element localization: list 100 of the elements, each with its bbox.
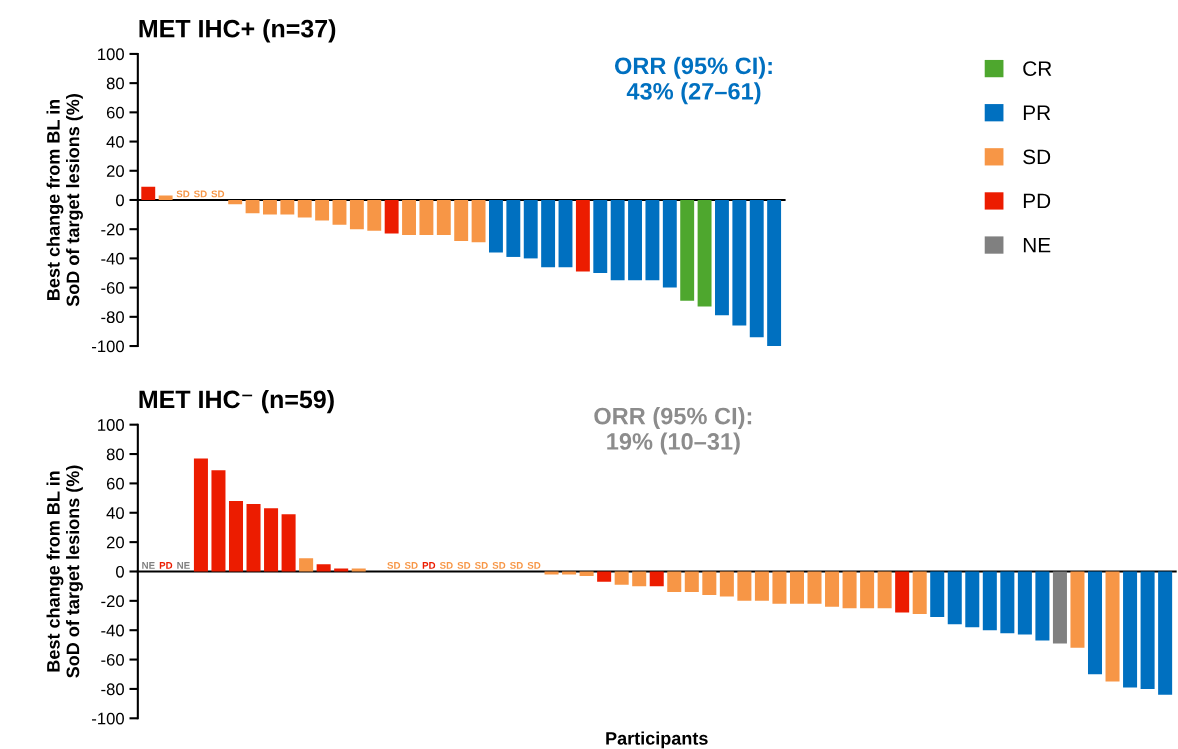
bar [349, 199, 364, 230]
bar [228, 199, 243, 205]
bar [1017, 571, 1032, 635]
bar [1035, 571, 1050, 641]
chart-title: MET IHC+ (n=37) [139, 19, 336, 43]
bar [1052, 571, 1067, 644]
bar [489, 199, 503, 253]
legend-label: SD [1023, 149, 1051, 165]
bar [263, 199, 277, 215]
annotation: ORR (95% CI): 19% (10–31) [594, 407, 752, 455]
y-tick-label: -100 [92, 340, 124, 353]
bar [1070, 571, 1085, 648]
data-label: PD [422, 562, 436, 569]
bar [732, 199, 747, 326]
bar [246, 503, 261, 572]
bar [506, 199, 521, 257]
y-tick-label: 0 [116, 565, 124, 578]
bar [245, 199, 260, 214]
annotation: ORR (95% CI): 43% (27–61) [614, 56, 772, 105]
y-tick-label: -80 [101, 683, 124, 696]
y-axis-title: Best change from BL in SoD of target lesions (%) [46, 465, 83, 678]
data-label: SD [439, 561, 453, 569]
bar [749, 199, 764, 338]
y-tick-label: -20 [101, 223, 124, 236]
bar [141, 186, 156, 200]
bar [562, 571, 577, 575]
y-tick-label: 60 [106, 477, 124, 490]
bar [737, 571, 752, 601]
bar [628, 199, 642, 281]
bar [315, 199, 330, 221]
bar [767, 199, 782, 347]
bar [789, 571, 804, 604]
bar [211, 470, 226, 572]
bar [280, 199, 295, 215]
legend-label: PR [1023, 105, 1051, 120]
y-axis-title: Best change from BL in SoD of target lesions (%) [46, 94, 83, 307]
bar [471, 199, 486, 243]
data-label: SD [474, 561, 488, 569]
bar [715, 199, 729, 316]
y-tick-label: 80 [106, 77, 124, 90]
bar [754, 571, 769, 601]
y-tick-label: -40 [101, 252, 124, 265]
bar [719, 571, 734, 597]
bar [860, 571, 875, 609]
bar [579, 571, 594, 576]
bar [930, 571, 945, 617]
bar [1087, 571, 1103, 675]
y-tick-label: 0 [116, 194, 124, 207]
bar [1000, 571, 1015, 634]
bar [281, 514, 296, 572]
bar [454, 199, 469, 241]
bar [575, 199, 590, 272]
bar [193, 458, 208, 572]
bar [419, 199, 434, 236]
y-tick-label: -100 [92, 712, 124, 725]
data-label: SD [176, 190, 190, 198]
bar [702, 571, 717, 595]
legend-label: PD [1023, 193, 1051, 209]
bar [684, 571, 699, 593]
y-tick-label: -80 [101, 311, 124, 324]
y-tick-label: 100 [98, 419, 124, 431]
bar [1105, 571, 1120, 682]
bar [772, 571, 787, 604]
bar [1123, 571, 1138, 688]
bar [544, 571, 559, 575]
bar [367, 199, 382, 231]
bar [402, 199, 416, 236]
bar [1140, 571, 1155, 689]
bar [384, 199, 399, 234]
chart-title: MET IHC⁻ (n=59) [139, 389, 334, 414]
y-tick-label: 20 [106, 165, 124, 177]
bar [332, 199, 347, 225]
y-tick-label: 60 [106, 106, 124, 119]
bar [436, 199, 451, 236]
bar [299, 558, 314, 572]
bar [825, 571, 840, 607]
bar [965, 571, 980, 628]
data-label: NE [177, 562, 190, 569]
bar [558, 199, 573, 268]
bar [158, 195, 173, 200]
data-label: SD [457, 561, 471, 569]
data-label: SD [404, 561, 418, 569]
bar [610, 199, 625, 281]
bar [649, 571, 664, 587]
bar [593, 199, 608, 274]
bar [316, 564, 331, 572]
data-label: SD [387, 561, 401, 569]
data-label: SD [527, 561, 541, 569]
data-label: NE [142, 562, 155, 569]
bar [614, 571, 629, 585]
bar [807, 571, 822, 604]
data-label: SD [492, 561, 506, 569]
bar [228, 501, 244, 572]
bar [877, 571, 892, 609]
bar [895, 571, 910, 613]
y-tick-label: -60 [101, 282, 124, 294]
bar [523, 199, 538, 259]
bar [667, 571, 682, 593]
y-tick-label: 20 [106, 536, 124, 549]
bar [264, 508, 279, 572]
